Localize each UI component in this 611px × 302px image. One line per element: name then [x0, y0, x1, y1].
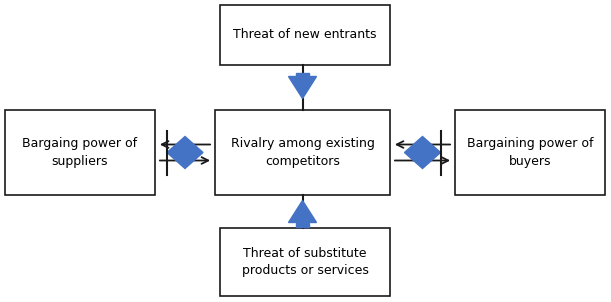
- FancyBboxPatch shape: [215, 110, 390, 195]
- Text: Bargaing power of
suppliers: Bargaing power of suppliers: [23, 137, 137, 168]
- Polygon shape: [296, 72, 309, 76]
- Polygon shape: [288, 201, 316, 223]
- Text: Threat of new entrants: Threat of new entrants: [233, 28, 377, 41]
- FancyBboxPatch shape: [5, 110, 155, 195]
- Text: Threat of substitute
products or services: Threat of substitute products or service…: [241, 247, 368, 277]
- Polygon shape: [288, 76, 316, 98]
- FancyBboxPatch shape: [220, 5, 390, 65]
- FancyBboxPatch shape: [455, 110, 605, 195]
- Polygon shape: [167, 137, 203, 169]
- Polygon shape: [296, 223, 309, 226]
- Text: Bargaining power of
buyers: Bargaining power of buyers: [467, 137, 593, 168]
- FancyBboxPatch shape: [220, 228, 390, 296]
- Polygon shape: [404, 137, 441, 169]
- Text: Rivalry among existing
competitors: Rivalry among existing competitors: [230, 137, 375, 168]
